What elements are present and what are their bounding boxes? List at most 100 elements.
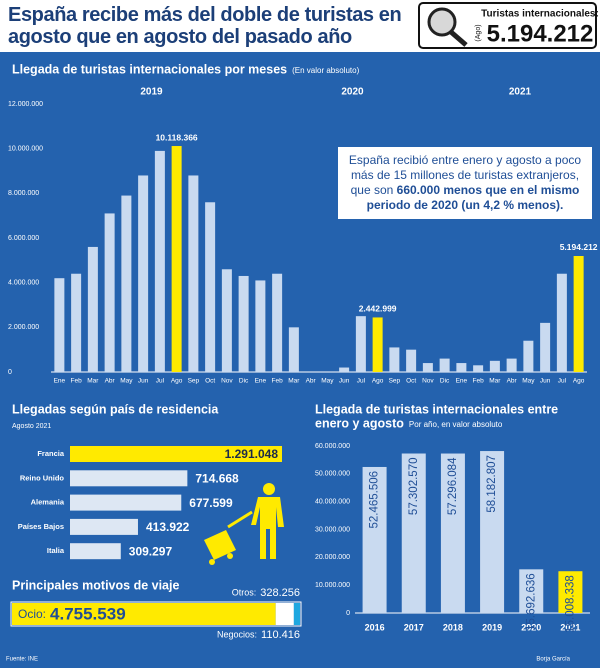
kpi-label: Turistas internacionales: <box>481 9 599 20</box>
year-label: 2019 <box>140 87 163 98</box>
kpi-period: (Ago) <box>475 24 482 41</box>
value-label: 413.922 <box>146 520 190 534</box>
bar-frame <box>10 601 302 627</box>
bar <box>70 470 188 487</box>
value-label: 15.008.338 <box>564 575 576 633</box>
category-label: Países Bajos <box>18 522 64 531</box>
bar <box>171 146 182 372</box>
value-label: 2.442.999 <box>359 304 397 314</box>
x-tick-label: May <box>321 378 334 385</box>
bar <box>362 466 387 613</box>
bar <box>439 358 450 372</box>
x-tick-label: 2019 <box>482 622 502 632</box>
icon-body <box>251 497 284 559</box>
chart-title: Llegada de turistas internacionales por … <box>12 62 287 76</box>
y-tick-label: 6.000.000 <box>8 235 39 242</box>
bar <box>70 543 121 560</box>
y-tick-label: 50.000.000 <box>315 471 350 478</box>
title-line: agosto que en agosto del pasado año <box>8 26 352 48</box>
bar <box>205 202 216 372</box>
category-label: Negocios: <box>217 629 257 639</box>
x-tick-label: Jun <box>540 378 551 385</box>
bar <box>104 213 115 372</box>
category-label: Reino Unido <box>20 473 65 482</box>
y-tick-label: 8.000.000 <box>8 190 39 197</box>
magnifier <box>427 7 457 37</box>
year-label: 2020 <box>341 87 364 98</box>
x-tick-label: Dic <box>440 378 450 385</box>
x-tick-label: Mar <box>489 378 501 385</box>
x-tick-label: Jul <box>156 378 165 385</box>
author: Borja García <box>536 657 570 663</box>
y-tick-label: 12.000.000 <box>8 101 43 108</box>
x-tick-label: Nov <box>422 378 434 385</box>
annotation: España recibió entre enero y agosto a po… <box>338 147 592 219</box>
traveller-icon <box>204 483 284 565</box>
bar <box>401 453 426 613</box>
bar <box>440 453 465 613</box>
magnifier-handle <box>449 30 468 47</box>
kpi-box <box>418 2 597 49</box>
bar <box>272 273 283 372</box>
y-tick-label: 30.000.000 <box>315 526 350 533</box>
chart-title: enero y agosto <box>315 416 404 430</box>
bar <box>523 340 534 372</box>
bar <box>70 446 282 462</box>
icon-wheel <box>209 559 215 565</box>
bar <box>422 363 433 372</box>
chart-subtitle: Por año, en valor absoluto <box>409 420 503 429</box>
category-label: Francia <box>37 449 65 458</box>
x-tick-label: Mar <box>87 378 99 385</box>
chart-title: Principales motivos de viaje <box>12 578 179 592</box>
x-tick-label: Abr <box>507 378 518 385</box>
bar <box>573 255 584 372</box>
x-tick-label: Nov <box>221 378 233 385</box>
value-label: 5.194.212 <box>560 242 598 252</box>
y-tick-label: 60.000.000 <box>315 443 350 450</box>
x-tick-label: Sep <box>389 378 401 385</box>
y-tick-label: 2.000.000 <box>8 324 39 331</box>
bar <box>54 278 65 372</box>
x-tick-label: 2021 <box>560 622 580 632</box>
bar <box>255 280 266 372</box>
bar <box>519 569 544 613</box>
bar <box>406 349 417 372</box>
bar <box>506 358 517 372</box>
x-tick-label: Abr <box>105 378 116 385</box>
bar-segment <box>275 603 294 625</box>
x-tick-label: Abr <box>306 378 317 385</box>
kpi-value: 5.194.212 <box>487 20 594 47</box>
icon-wheel <box>227 553 233 559</box>
icon-head <box>263 483 275 495</box>
bar <box>238 275 249 372</box>
value-label: 677.599 <box>189 496 233 510</box>
bar <box>138 175 149 372</box>
value-label: 58.182.807 <box>486 455 498 513</box>
bar <box>489 360 500 372</box>
x-tick-label: Jul <box>558 378 567 385</box>
category-label: Otros: <box>232 587 257 597</box>
chart-title: Llegada de turistas internacionales entr… <box>315 402 558 416</box>
year-label: 2021 <box>509 87 532 98</box>
x-tick-label: 2016 <box>365 622 385 632</box>
x-tick-label: Ene <box>456 378 468 385</box>
value-label: 4.755.539 <box>50 604 126 623</box>
x-tick-label: 2020 <box>521 622 541 632</box>
x-tick-label: Oct <box>406 378 416 385</box>
value-label: 57.302.570 <box>408 458 420 516</box>
value-label: 15.692.636 <box>525 573 537 631</box>
bar <box>540 322 551 372</box>
x-tick-label: Feb <box>272 378 284 385</box>
y-tick-label: 4.000.000 <box>8 280 39 287</box>
bar-segment <box>12 603 276 625</box>
y-tick-label: 20.000.000 <box>315 554 350 561</box>
category-label: Alemania <box>31 498 65 507</box>
x-tick-label: Jun <box>339 378 350 385</box>
bar <box>473 365 484 372</box>
y-tick-label: 10.000.000 <box>315 582 350 589</box>
bar <box>70 518 138 535</box>
value-label: 110.416 <box>261 629 300 641</box>
value-label: 57.296.084 <box>447 457 459 515</box>
